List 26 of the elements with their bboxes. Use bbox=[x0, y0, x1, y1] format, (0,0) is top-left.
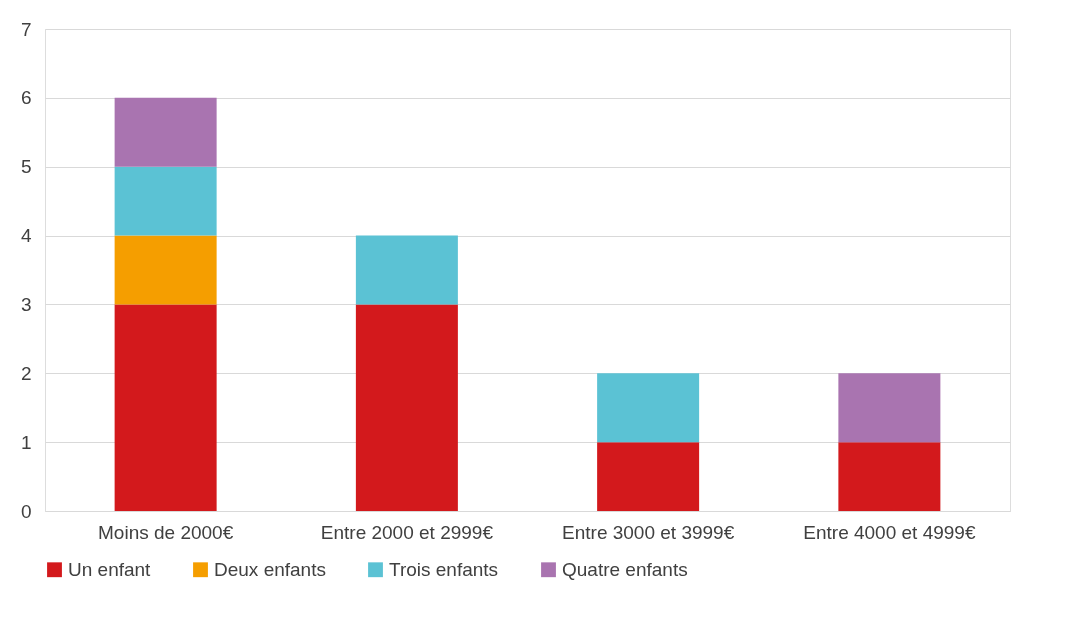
x-tick-label: Entre 3000 et 3999€ bbox=[562, 521, 735, 543]
y-tick-label: 6 bbox=[20, 87, 32, 109]
bar bbox=[114, 235, 217, 305]
bar bbox=[114, 97, 217, 167]
legend-label: Quatre enfants bbox=[562, 558, 688, 580]
y-tick-label: 1 bbox=[20, 431, 32, 453]
x-tick-label: Entre 4000 et 4999€ bbox=[803, 521, 976, 543]
bar bbox=[838, 373, 941, 443]
y-tick-label: 4 bbox=[20, 225, 32, 247]
bar bbox=[114, 304, 217, 511]
x-tick-label: Entre 2000 et 2999€ bbox=[320, 521, 494, 543]
bar bbox=[838, 442, 941, 511]
y-tick-label: 0 bbox=[20, 500, 32, 522]
bar bbox=[355, 235, 458, 305]
bar bbox=[597, 442, 700, 511]
bar bbox=[597, 373, 700, 443]
bar bbox=[114, 166, 217, 236]
legend-label: Un enfant bbox=[68, 558, 152, 580]
y-tick-label: 5 bbox=[20, 156, 32, 178]
x-tick-label: Moins de 2000€ bbox=[98, 521, 234, 543]
legend-label: Trois enfants bbox=[389, 558, 499, 580]
y-tick-label: 3 bbox=[20, 293, 32, 315]
legend-label: Deux enfants bbox=[214, 558, 326, 580]
bar bbox=[355, 304, 458, 511]
y-tick-label: 2 bbox=[20, 362, 32, 384]
y-tick-label: 7 bbox=[20, 18, 32, 40]
